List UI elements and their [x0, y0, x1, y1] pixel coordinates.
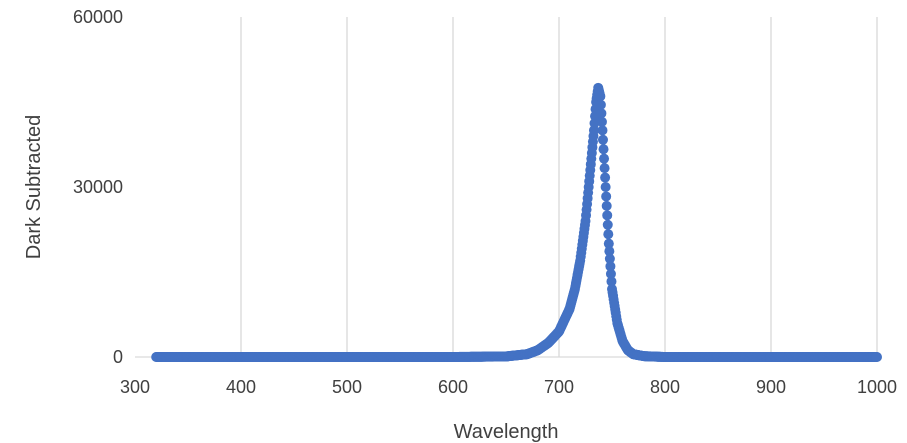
data-point: [597, 125, 608, 136]
x-axis-ticks: 300 400 500 600 700 800 900 1000: [120, 377, 897, 397]
data-point: [604, 246, 615, 257]
y-axis-ticks: 0 30000 60000: [73, 7, 123, 367]
x-tick-label-5: 800: [650, 377, 680, 397]
x-tick-label-0: 300: [120, 377, 150, 397]
data-point: [600, 182, 611, 192]
data-point: [600, 172, 611, 183]
data-point: [598, 144, 609, 155]
x-tick-label-2: 500: [332, 377, 362, 397]
x-tick-label-7: 1000: [857, 377, 897, 397]
x-axis-title: Wavelength: [454, 421, 559, 443]
data-point: [597, 134, 608, 145]
data-point: [872, 352, 882, 362]
data-point: [595, 99, 606, 110]
data-point: [602, 210, 613, 221]
data-point: [606, 276, 617, 287]
x-tick-label-4: 700: [544, 377, 574, 397]
y-tick-label-1: 30000: [73, 177, 123, 197]
data-point: [603, 229, 614, 240]
data-point: [605, 268, 616, 279]
y-tick-label-0: 0: [113, 347, 123, 367]
gridlines: [240, 17, 878, 357]
data-point: [596, 108, 607, 119]
y-axis-title: Dark Subtracted: [23, 115, 45, 260]
data-point: [601, 191, 612, 202]
data-point: [605, 261, 616, 272]
data-point: [603, 238, 614, 249]
scatter-series: [151, 82, 882, 362]
data-point: [602, 219, 613, 230]
data-point: [596, 116, 607, 127]
data-point: [599, 163, 610, 174]
y-tick-label-2: 60000: [73, 7, 123, 27]
data-point: [595, 91, 606, 102]
data-point: [604, 253, 615, 264]
data-point: [601, 200, 612, 211]
x-tick-label-3: 600: [438, 377, 468, 397]
x-tick-label-1: 400: [226, 377, 256, 397]
data-point: [599, 153, 610, 164]
x-tick-label-6: 900: [756, 377, 786, 397]
